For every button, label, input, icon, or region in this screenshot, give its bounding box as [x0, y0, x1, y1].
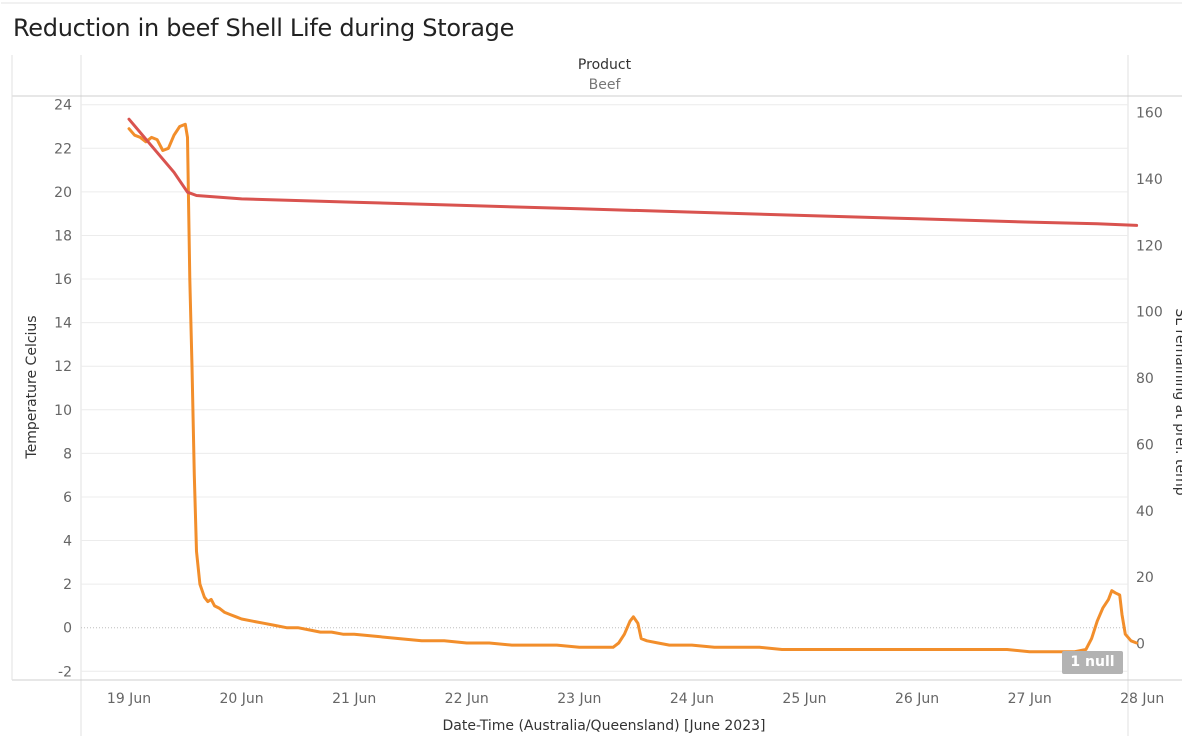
- x-tick-label: 26 Jun: [895, 691, 939, 707]
- x-axis: 19 Jun 20 Jun 21 Jun 22 Jun 23 Jun 24 Jun 25 J…: [107, 691, 1164, 707]
- right-y-tick-label: 60: [1136, 437, 1154, 453]
- x-tick-label: 28 Jun: [1120, 691, 1164, 707]
- left-y-tick-label: 22: [54, 141, 72, 157]
- left-y-tick-label: -2: [58, 664, 72, 680]
- column-header-label: Product: [577, 57, 632, 73]
- left-y-tick-label: 2: [63, 577, 72, 593]
- left-y-tick-label: 4: [63, 534, 72, 550]
- x-axis-title: Date-Time (Australia/Queensland) [June 2…: [443, 718, 766, 734]
- x-tick-label: 19 Jun: [107, 691, 151, 707]
- x-tick-label: 20 Jun: [220, 691, 264, 707]
- x-tick-label: 25 Jun: [782, 691, 826, 707]
- x-tick-label: 24 Jun: [670, 691, 714, 707]
- right-y-tick-label: 80: [1136, 371, 1154, 387]
- left-y-tick-label: 14: [54, 316, 72, 332]
- left-y-tick-label: 10: [54, 403, 72, 419]
- shelf-life-series-line: [127, 117, 1139, 227]
- x-tick-label: 22 Jun: [445, 691, 489, 707]
- right-y-tick-label: 160: [1136, 106, 1163, 122]
- left-y-tick-label: 12: [54, 359, 72, 375]
- chart-gridlines: [81, 104, 1128, 672]
- x-tick-label: 27 Jun: [1008, 691, 1052, 707]
- left-y-tick-label: 16: [54, 272, 72, 288]
- right-y-axis: 160 140 120 100 80 60 40 20 0: [1136, 106, 1163, 653]
- right-y-tick-label: 0: [1136, 637, 1145, 653]
- temperature-series-line: [127, 122, 1139, 654]
- x-tick-label: 21 Jun: [332, 691, 376, 707]
- column-header-value[interactable]: Beef: [588, 77, 621, 93]
- left-y-tick-label: 24: [54, 98, 72, 114]
- right-y-tick-label: 120: [1136, 238, 1163, 254]
- x-tick-label: 23 Jun: [557, 691, 601, 707]
- null-indicator-badge[interactable]: 1 null: [1062, 651, 1123, 674]
- right-y-tick-label: 100: [1136, 305, 1163, 321]
- left-y-axis-title: Temperature Celcius: [24, 315, 40, 459]
- left-y-tick-label: 8: [63, 446, 72, 462]
- left-y-tick-label: 18: [54, 228, 72, 244]
- right-y-axis-title: SL remaining at pref. temp: [1172, 308, 1182, 495]
- left-y-tick-label: 20: [54, 185, 72, 201]
- series-lines: [127, 117, 1139, 654]
- right-y-tick-label: 40: [1136, 504, 1154, 520]
- right-y-tick-label: 20: [1136, 570, 1154, 586]
- right-y-tick-label: 140: [1136, 172, 1163, 188]
- left-y-tick-label: 6: [63, 490, 72, 506]
- left-y-tick-label: 0: [63, 621, 72, 637]
- page-title: Reduction in beef Shell Life during Stor…: [13, 14, 515, 42]
